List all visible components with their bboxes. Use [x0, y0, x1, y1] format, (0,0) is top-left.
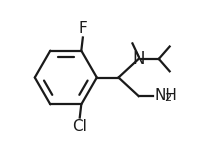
Text: NH: NH [154, 88, 177, 103]
Text: N: N [132, 50, 145, 68]
Text: 2: 2 [164, 93, 171, 103]
Text: F: F [78, 21, 87, 36]
Text: Cl: Cl [72, 119, 87, 134]
